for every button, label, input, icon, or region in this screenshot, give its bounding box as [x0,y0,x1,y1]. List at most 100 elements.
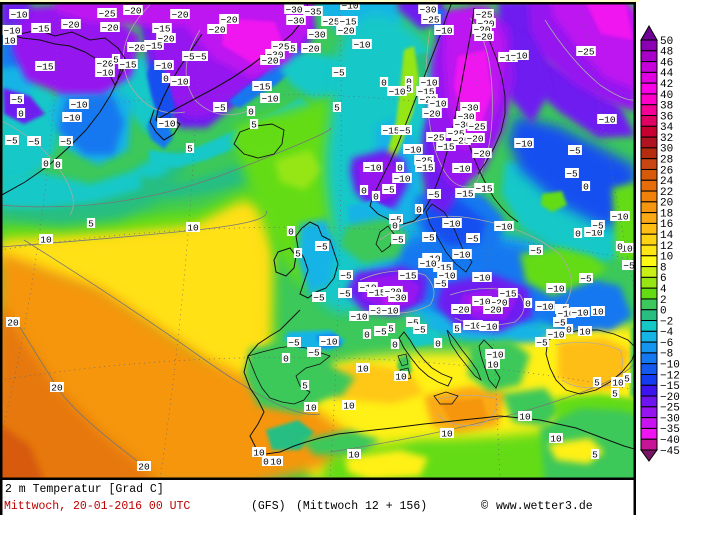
svg-text:−5: −5 [554,318,566,329]
svg-text:5: 5 [388,324,394,335]
svg-text:−20: −20 [261,56,278,67]
svg-text:−10: −10 [536,302,553,313]
svg-text:0: 0 [435,339,441,350]
svg-text:10: 10 [395,372,407,383]
svg-text:36: 36 [660,111,673,123]
svg-text:−10: −10 [515,139,532,150]
svg-text:−10: −10 [70,100,87,111]
svg-text:−25: −25 [322,17,339,28]
svg-text:−10: −10 [353,40,370,51]
svg-text:0: 0 [43,159,49,170]
svg-text:−8: −8 [660,349,673,361]
svg-text:30: 30 [660,144,673,156]
svg-text:5: 5 [88,219,94,230]
svg-text:−2: −2 [660,316,673,328]
svg-text:4: 4 [660,284,667,296]
svg-text:−25: −25 [475,10,492,21]
svg-text:−10: −10 [261,94,278,105]
svg-text:20: 20 [51,383,63,394]
svg-text:−10: −10 [486,350,503,361]
svg-text:−5: −5 [536,338,548,349]
svg-text:−20: −20 [124,6,141,17]
svg-text:−10: −10 [453,250,470,261]
svg-text:−40: −40 [660,435,680,447]
svg-text:−5: −5 [399,126,411,137]
svg-text:−10: −10 [480,322,497,333]
svg-text:−20: −20 [62,20,79,31]
svg-text:0: 0 [364,330,370,341]
svg-text:−20: −20 [419,95,436,106]
svg-text:(GFS): (GFS) [251,500,286,513]
svg-text:20: 20 [138,462,150,473]
svg-text:−15: −15 [339,17,356,28]
svg-text:−10: −10 [464,321,481,332]
svg-text:−5: −5 [530,246,542,257]
svg-text:−20: −20 [473,25,490,36]
svg-text:−10: −10 [404,145,421,156]
svg-text:26: 26 [660,165,673,177]
svg-text:10: 10 [40,235,52,246]
svg-text:−30: −30 [461,103,478,114]
svg-text:−30: −30 [660,413,680,425]
svg-text:−5: −5 [428,190,440,201]
svg-text:0: 0 [575,229,581,240]
svg-text:−5: −5 [580,274,592,285]
svg-text:10: 10 [305,403,317,414]
svg-text:−15: −15 [660,381,680,393]
svg-text:−10: −10 [419,259,436,270]
svg-text:−30: −30 [285,5,302,16]
svg-text:6: 6 [660,273,667,285]
svg-text:10: 10 [660,252,673,264]
svg-text:−10: −10 [155,61,172,72]
svg-text:−10: −10 [96,68,113,79]
svg-text:−30: −30 [454,120,471,131]
svg-text:−5: −5 [392,235,404,246]
svg-text:−10: −10 [63,113,80,124]
svg-text:−5: −5 [569,146,581,157]
svg-text:−10: −10 [473,273,490,284]
svg-text:10: 10 [592,307,604,318]
svg-text:0: 0 [397,163,403,174]
svg-text:5: 5 [592,450,598,461]
svg-text:5: 5 [187,144,193,155]
svg-text:−15: −15 [437,142,454,153]
svg-text:−10: −10 [420,78,437,89]
svg-text:−5: −5 [339,289,351,300]
svg-text:−10: −10 [364,163,381,174]
svg-text:−35: −35 [304,7,321,18]
svg-text:−15: −15 [382,126,399,137]
svg-text:0: 0 [18,109,24,120]
svg-text:−20: −20 [660,392,680,404]
svg-text:0: 0 [416,205,422,216]
svg-text:18: 18 [660,208,673,220]
svg-text:10: 10 [487,360,499,371]
svg-text:−35: −35 [660,424,680,436]
svg-text:10: 10 [579,327,591,338]
svg-text:0: 0 [660,306,667,318]
svg-text:10: 10 [187,223,199,234]
svg-text:−10: −10 [438,271,455,282]
svg-text:−30: −30 [389,293,406,304]
svg-text:0: 0 [361,186,367,197]
svg-text:10: 10 [270,457,282,468]
svg-text:−5: −5 [414,325,426,336]
svg-text:−15: −15 [145,41,162,52]
svg-text:−5: −5 [28,137,40,148]
svg-text:−10: −10 [171,77,188,88]
svg-text:5: 5 [113,55,119,66]
svg-text:5: 5 [594,378,600,389]
svg-text:−15: −15 [399,271,416,282]
svg-text:−10: −10 [320,337,337,348]
svg-text:−5: −5 [340,271,352,282]
svg-text:−5: −5 [313,293,325,304]
svg-text:−10: −10 [473,297,490,308]
svg-text:0: 0 [248,107,254,118]
svg-text:8: 8 [660,262,667,274]
svg-text:10: 10 [357,364,369,375]
svg-text:−5: −5 [288,338,300,349]
svg-text:−15: −15 [434,263,451,274]
svg-text:2: 2 [660,295,667,307]
svg-text:Mittwoch, 20-01-2016 00 UTC: Mittwoch, 20-01-2016 00 UTC [4,500,190,513]
svg-text:−20: −20 [490,298,507,309]
svg-text:10: 10 [441,429,453,440]
